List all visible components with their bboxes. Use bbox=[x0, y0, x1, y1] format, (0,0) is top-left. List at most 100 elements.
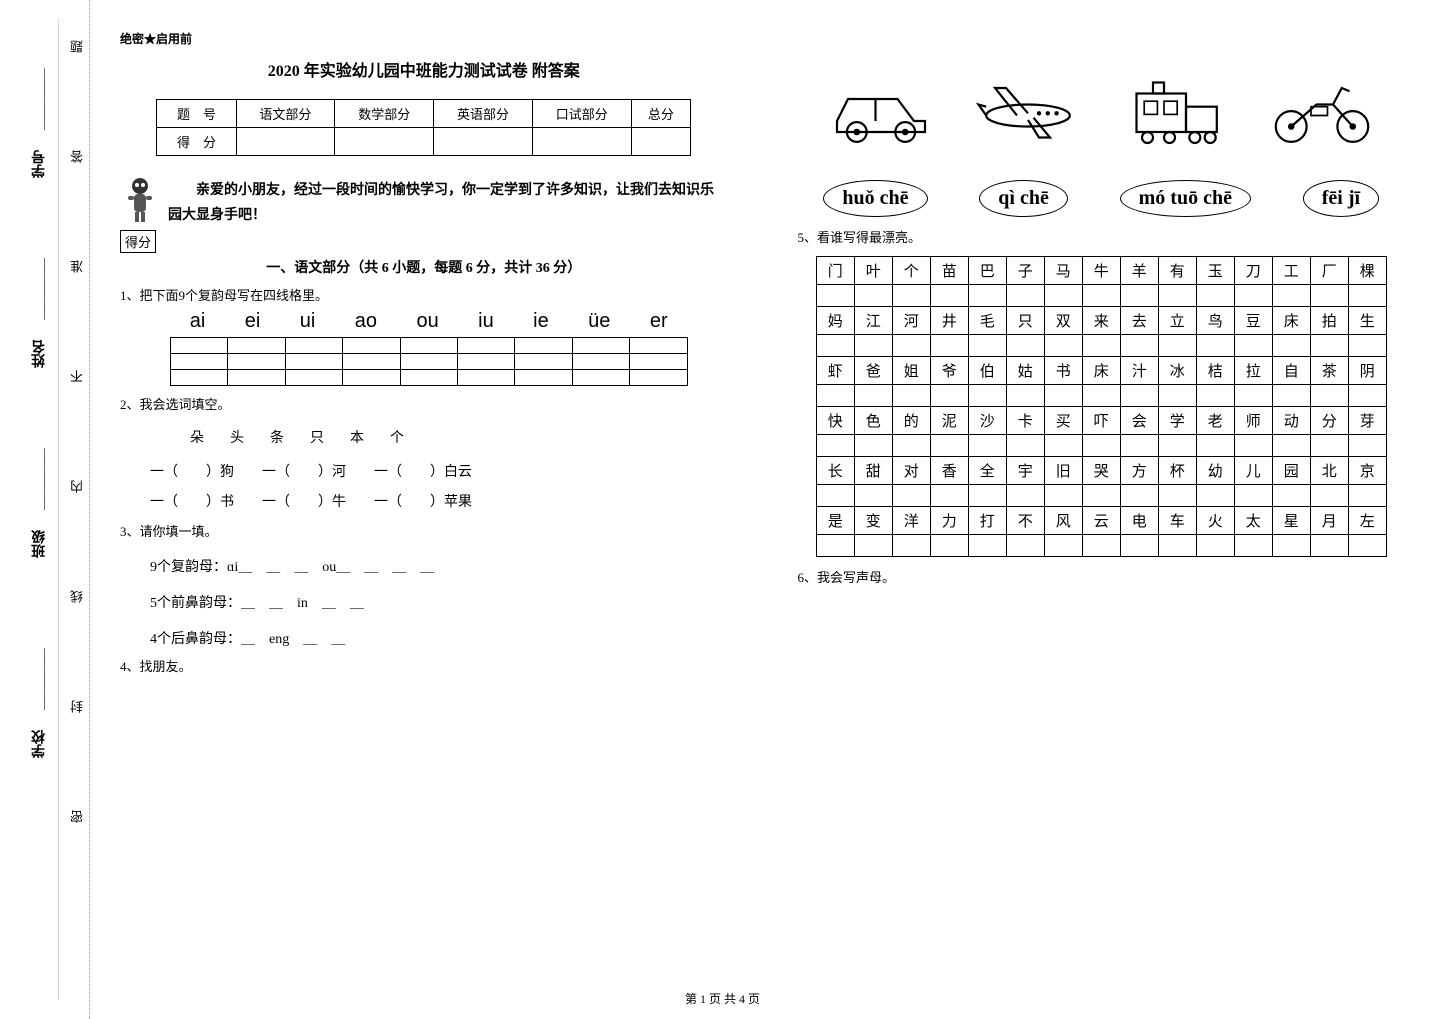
char-write-cell bbox=[1196, 385, 1234, 407]
char-cell: 棵 bbox=[1348, 257, 1386, 285]
char-write-cell bbox=[1234, 385, 1272, 407]
binding-edge: 学校 ＿＿＿＿＿ 班级 ＿＿＿＿＿ 姓名 ＿＿＿＿＿ 学号 ＿＿＿＿＿ 密 封 … bbox=[0, 0, 90, 1019]
fill-b: 一（ ）书 一（ ）牛 一（ ）苹果 bbox=[150, 491, 728, 511]
label-motuoche: mó tuō chē bbox=[1120, 180, 1251, 217]
school-label: 学校 bbox=[30, 730, 50, 758]
char-cell: 沙 bbox=[968, 407, 1006, 435]
char-write-cell bbox=[1272, 485, 1310, 507]
char-cell: 豆 bbox=[1234, 307, 1272, 335]
char-write-cell bbox=[1158, 335, 1196, 357]
char-cell: 叶 bbox=[854, 257, 892, 285]
q1: 1、把下面9个复韵母写在四线格里。 bbox=[120, 285, 728, 304]
char-write-cell bbox=[854, 385, 892, 407]
car-icon bbox=[826, 70, 936, 150]
char-write-cell bbox=[1044, 535, 1082, 557]
char-cell: 月 bbox=[1310, 507, 1348, 535]
char-cell: 书 bbox=[1044, 357, 1082, 385]
char-write-cell bbox=[1082, 335, 1120, 357]
char-cell: 方 bbox=[1120, 457, 1158, 485]
char-write-cell bbox=[1234, 435, 1272, 457]
char-cell: 冰 bbox=[1158, 357, 1196, 385]
word-bank: 朵 头 条 只 本 个 bbox=[190, 427, 728, 447]
char-cell: 有 bbox=[1158, 257, 1196, 285]
char-write-cell bbox=[1006, 385, 1044, 407]
char-write-cell bbox=[1082, 285, 1120, 307]
char-write-cell bbox=[1120, 485, 1158, 507]
char-write-cell bbox=[1006, 335, 1044, 357]
char-write-cell bbox=[1044, 435, 1082, 457]
q3: 3、请你填一填。 bbox=[120, 521, 728, 540]
char-cell: 动 bbox=[1272, 407, 1310, 435]
char-write-cell bbox=[816, 385, 854, 407]
char-cell: 色 bbox=[854, 407, 892, 435]
section-header: 一、语文部分（共 6 小题，每题 6 分，共计 36 分） bbox=[120, 257, 728, 277]
char-cell: 爷 bbox=[930, 357, 968, 385]
char-write-cell bbox=[854, 285, 892, 307]
q3c: 4个后鼻韵母：＿ eng ＿ ＿ bbox=[150, 628, 728, 648]
left-column: 绝密★启用前 2020 年实验幼儿园中班能力测试试卷 附答案 题 号 语文部分 … bbox=[90, 0, 768, 1019]
char-cell: 左 bbox=[1348, 507, 1386, 535]
confidential: 绝密★启用前 bbox=[120, 30, 728, 47]
right-column: huǒ chē qì chē mó tuō chē fēi jī 5、看谁写得最… bbox=[768, 0, 1445, 1019]
char-write-cell bbox=[1044, 485, 1082, 507]
char-cell: 是 bbox=[816, 507, 854, 535]
char-write-cell bbox=[892, 335, 930, 357]
char-cell: 自 bbox=[1272, 357, 1310, 385]
char-write-cell bbox=[968, 385, 1006, 407]
char-cell: 洋 bbox=[892, 507, 930, 535]
char-cell: 妈 bbox=[816, 307, 854, 335]
score-box: 得分 bbox=[120, 230, 156, 253]
char-cell: 风 bbox=[1044, 507, 1082, 535]
char-cell: 旧 bbox=[1044, 457, 1082, 485]
char-write-cell bbox=[1120, 535, 1158, 557]
char-write-cell bbox=[1044, 385, 1082, 407]
char-cell: 去 bbox=[1120, 307, 1158, 335]
char-cell: 阴 bbox=[1348, 357, 1386, 385]
char-cell: 幼 bbox=[1196, 457, 1234, 485]
char-cell: 茶 bbox=[1310, 357, 1348, 385]
char-write-cell bbox=[816, 485, 854, 507]
char-cell: 园 bbox=[1272, 457, 1310, 485]
char-cell: 北 bbox=[1310, 457, 1348, 485]
q3a: 9个复韵母：ɑi＿ ＿ ＿ ou＿ ＿ ＿ ＿ bbox=[150, 556, 728, 576]
char-cell: 江 bbox=[854, 307, 892, 335]
char-write-cell bbox=[968, 285, 1006, 307]
char-write-cell bbox=[1348, 285, 1386, 307]
char-cell: 伯 bbox=[968, 357, 1006, 385]
id-label: 学号 bbox=[30, 150, 50, 178]
char-cell: 只 bbox=[1006, 307, 1044, 335]
char-write-cell bbox=[1310, 535, 1348, 557]
char-write-cell bbox=[1272, 285, 1310, 307]
char-write-cell bbox=[1196, 535, 1234, 557]
q4: 4、找朋友。 bbox=[120, 656, 728, 675]
char-write-cell bbox=[968, 335, 1006, 357]
char-cell: 个 bbox=[892, 257, 930, 285]
char-write-cell bbox=[1234, 485, 1272, 507]
char-write-cell bbox=[892, 435, 930, 457]
char-cell: 杯 bbox=[1158, 457, 1196, 485]
char-write-cell bbox=[1082, 535, 1120, 557]
char-cell: 云 bbox=[1082, 507, 1120, 535]
pinyin-row: aieiui aoouiu ieüeer bbox=[170, 310, 688, 333]
char-cell: 师 bbox=[1234, 407, 1272, 435]
char-cell: 力 bbox=[930, 507, 968, 535]
char-write-cell bbox=[930, 285, 968, 307]
label-feiji: fēi jī bbox=[1303, 180, 1379, 217]
char-cell: 分 bbox=[1310, 407, 1348, 435]
char-write-cell bbox=[816, 335, 854, 357]
char-cell: 香 bbox=[930, 457, 968, 485]
char-write-cell bbox=[930, 485, 968, 507]
char-cell: 京 bbox=[1348, 457, 1386, 485]
char-write-cell bbox=[1158, 435, 1196, 457]
char-cell: 姐 bbox=[892, 357, 930, 385]
page-footer: 第 1 页 共 4 页 bbox=[0, 990, 1445, 1007]
score-table: 题 号 语文部分 数学部分 英语部分 口试部分 总分 得 分 bbox=[156, 99, 691, 156]
name-label: 姓名 bbox=[30, 340, 50, 368]
char-write-cell bbox=[892, 535, 930, 557]
char-cell: 苗 bbox=[930, 257, 968, 285]
char-cell: 床 bbox=[1272, 307, 1310, 335]
char-cell: 吓 bbox=[1082, 407, 1120, 435]
char-cell: 会 bbox=[1120, 407, 1158, 435]
char-write-cell bbox=[1234, 535, 1272, 557]
q3b: 5个前鼻韵母：＿ ＿ in ＿ ＿ bbox=[150, 592, 728, 612]
